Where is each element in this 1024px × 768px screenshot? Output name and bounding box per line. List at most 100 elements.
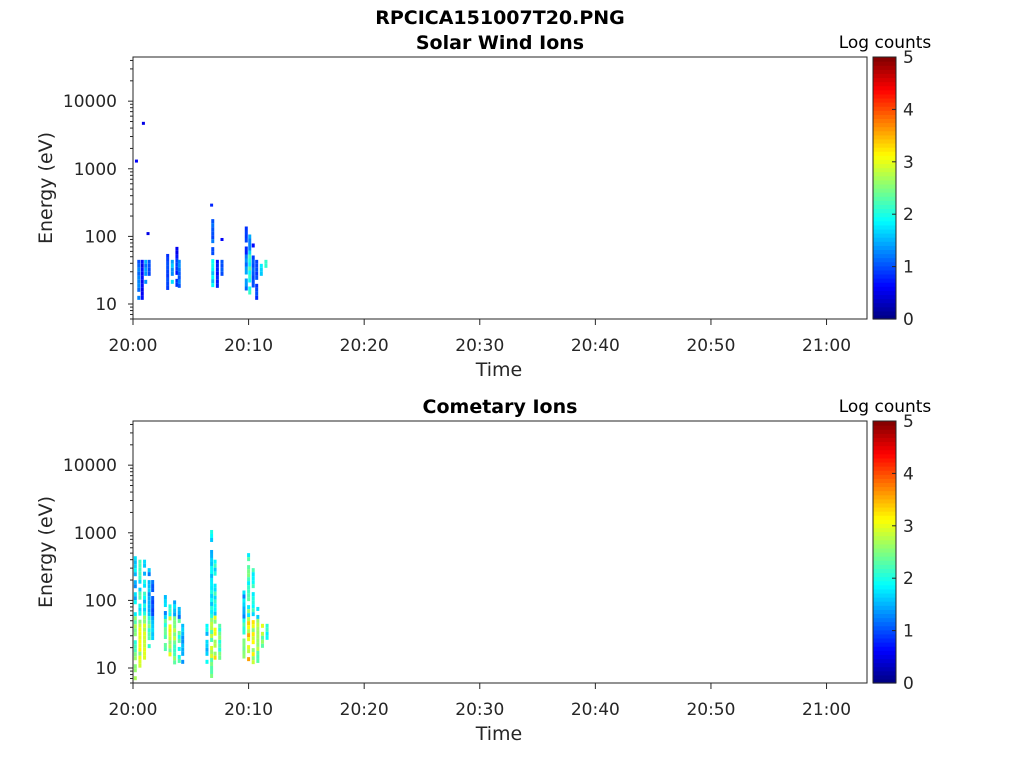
heatmap-cell bbox=[247, 557, 251, 562]
heatmap-cell bbox=[248, 242, 252, 247]
heatmap-cell bbox=[242, 630, 246, 635]
heatmap-cell bbox=[168, 624, 172, 629]
colorbar-segment bbox=[873, 167, 896, 173]
heatmap-cell bbox=[138, 595, 142, 600]
heatmap-cell bbox=[256, 658, 260, 663]
heatmap-column bbox=[265, 623, 269, 640]
heatmap-cell bbox=[147, 608, 151, 613]
heatmap-cell bbox=[255, 287, 259, 292]
heatmap-cell bbox=[177, 271, 181, 276]
heatmap-cell bbox=[163, 619, 167, 624]
colorbar-tick-label: 2 bbox=[903, 205, 914, 225]
heatmap-cell bbox=[166, 281, 170, 286]
heatmap-cell bbox=[143, 563, 147, 568]
heatmap-cell bbox=[144, 279, 148, 284]
heatmap-cell bbox=[151, 584, 155, 589]
heatmap-cell bbox=[133, 664, 137, 669]
heatmap-cell bbox=[143, 635, 147, 640]
heatmap-cell bbox=[251, 620, 255, 625]
heatmap-cell bbox=[211, 227, 215, 232]
colorbar-segment bbox=[873, 437, 896, 443]
heatmap-cell bbox=[151, 580, 155, 585]
heatmap-cell bbox=[147, 584, 151, 589]
heatmap-cell bbox=[251, 636, 255, 641]
colorbar-segment bbox=[873, 249, 896, 255]
heatmap-cell bbox=[244, 226, 248, 231]
heatmap-dot bbox=[220, 237, 224, 241]
heatmap-cell bbox=[177, 263, 181, 268]
heatmap-cell bbox=[220, 259, 224, 264]
heatmap-cell bbox=[133, 572, 137, 577]
heatmap-column bbox=[143, 559, 147, 660]
heatmap-cell bbox=[173, 628, 177, 633]
heatmap-cell bbox=[213, 603, 217, 608]
heatmap-cell bbox=[137, 283, 141, 288]
heatmap-dot bbox=[141, 121, 145, 125]
heatmap-cell bbox=[143, 631, 147, 636]
heatmap-cell bbox=[205, 627, 209, 632]
heatmap-cell bbox=[213, 591, 217, 596]
heatmap-cell bbox=[140, 295, 144, 300]
colorbar-segment bbox=[873, 506, 896, 512]
heatmap-cell bbox=[163, 635, 167, 640]
heatmap-cell bbox=[181, 643, 185, 648]
heatmap-cell bbox=[251, 604, 255, 609]
heatmap-cell bbox=[213, 587, 217, 592]
colorbar-segment bbox=[873, 171, 896, 177]
heatmap-cell bbox=[247, 553, 251, 558]
heatmap-cell bbox=[170, 263, 174, 268]
heatmap-cell bbox=[211, 283, 215, 288]
heatmap-cell bbox=[147, 592, 151, 597]
colorbar: 0 1 2 3 4 5 bbox=[872, 48, 914, 330]
heatmap-cell bbox=[256, 622, 260, 627]
heatmap-column bbox=[218, 623, 222, 660]
heatmap-cell bbox=[210, 537, 214, 542]
heatmap-cell bbox=[256, 642, 260, 647]
heatmap-cell bbox=[255, 263, 259, 268]
x-tick-label: 20:00 bbox=[109, 336, 158, 356]
heatmap-cell bbox=[143, 571, 147, 576]
heatmap-cell bbox=[143, 611, 147, 616]
heatmap-cell bbox=[247, 585, 251, 590]
heatmap-column bbox=[213, 559, 217, 660]
plot-frame bbox=[132, 420, 868, 684]
colorbar-segment bbox=[873, 61, 896, 66]
heatmap-column bbox=[251, 243, 255, 288]
heatmap-cell bbox=[175, 266, 179, 271]
heatmap-cell bbox=[248, 258, 252, 263]
heatmap-cell bbox=[205, 647, 209, 652]
heatmap-cell bbox=[247, 589, 251, 594]
heatmap-cell bbox=[210, 557, 214, 562]
colorbar-segment bbox=[873, 441, 896, 447]
heatmap-cell bbox=[147, 644, 151, 649]
heatmap-column bbox=[147, 259, 151, 276]
heatmap-cell bbox=[163, 631, 167, 636]
heatmap-column bbox=[215, 259, 219, 288]
heatmap-cell bbox=[177, 654, 181, 659]
heatmap-cell bbox=[168, 608, 172, 613]
heatmap-cell bbox=[244, 246, 248, 251]
heatmap-cell bbox=[177, 646, 181, 651]
colorbar-segment bbox=[873, 179, 896, 185]
heatmap-cell bbox=[248, 290, 252, 295]
colorbar-segment bbox=[873, 294, 896, 300]
colorbar-segment bbox=[873, 625, 896, 631]
heatmap-column bbox=[220, 259, 224, 276]
colorbar-frame bbox=[872, 56, 897, 320]
heatmap-cell bbox=[177, 610, 181, 615]
x-tick-label: 20:50 bbox=[686, 700, 735, 720]
panel-solar-wind: Solar Wind Ions Log counts 1010010001000… bbox=[35, 32, 931, 381]
colorbar-segment bbox=[873, 298, 896, 304]
heatmap-cell bbox=[163, 611, 167, 616]
heatmap-cell bbox=[168, 632, 172, 637]
colorbar-segment bbox=[873, 155, 896, 160]
heatmap-cell bbox=[133, 580, 137, 585]
colorbar-segment bbox=[873, 310, 896, 316]
colorbar-segment bbox=[873, 539, 896, 545]
heatmap-cell bbox=[181, 635, 185, 640]
heatmap-cell bbox=[138, 651, 142, 656]
y-tick-label: 10000 bbox=[63, 92, 117, 112]
heatmap-cell bbox=[140, 263, 144, 268]
heatmap-cell bbox=[210, 605, 214, 610]
